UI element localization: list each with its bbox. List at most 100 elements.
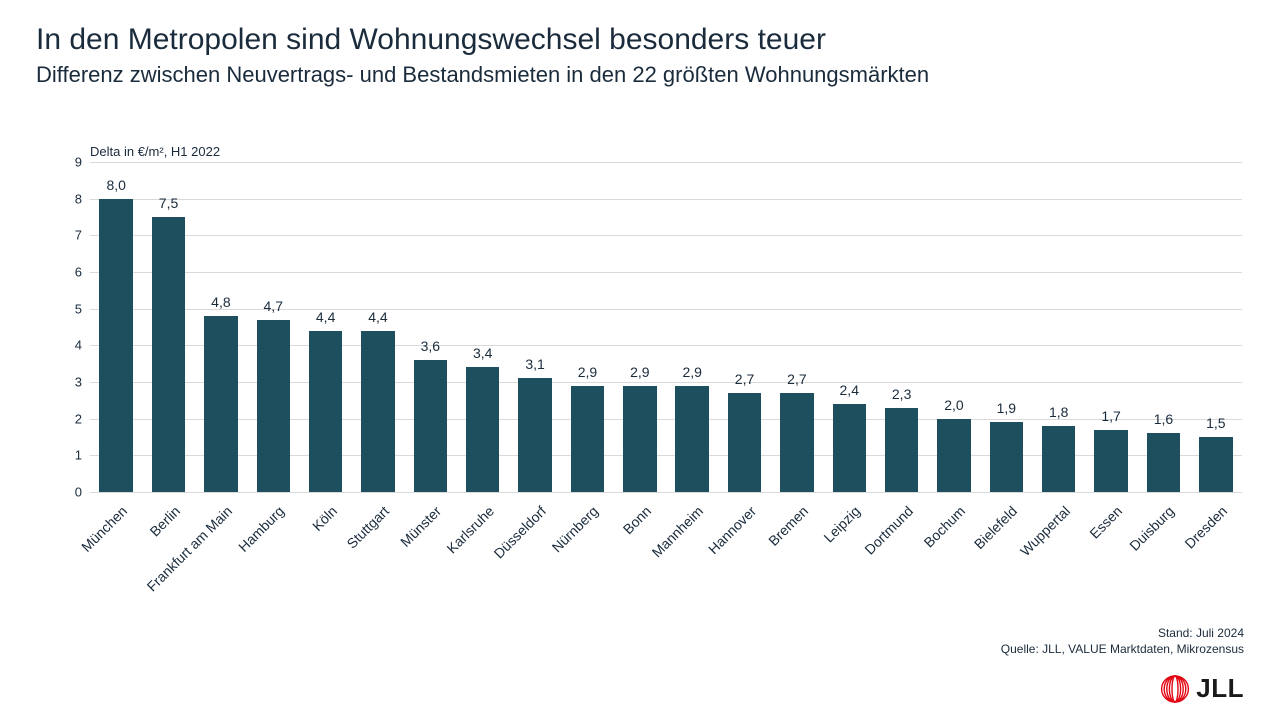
y-axis-title: Delta in €/m², H1 2022 <box>90 144 220 159</box>
bar-value-label: 8,0 <box>106 177 125 193</box>
bar-value-label: 1,5 <box>1206 415 1225 431</box>
x-tick-label: Münster <box>397 503 444 550</box>
bar: 2,4 <box>833 404 867 492</box>
y-tick-label: 1 <box>75 448 82 463</box>
footer-source: Quelle: JLL, VALUE Marktdaten, Mikrozens… <box>1001 642 1244 656</box>
logo-text: JLL <box>1196 673 1244 704</box>
page: In den Metropolen sind Wohnungswechsel b… <box>0 0 1280 720</box>
brand-logo: JLL <box>1160 673 1244 704</box>
y-tick-label: 2 <box>75 411 82 426</box>
bar-value-label: 2,7 <box>787 371 806 387</box>
bar-value-label: 1,8 <box>1049 404 1068 420</box>
bar: 4,4 <box>361 331 395 492</box>
bar: 3,4 <box>466 367 500 492</box>
bar-value-label: 1,9 <box>997 400 1016 416</box>
bar-slot: 1,8Wuppertal <box>1033 162 1085 492</box>
bar: 1,5 <box>1199 437 1233 492</box>
chart-subtitle: Differenz zwischen Neuvertrags- und Best… <box>36 62 1244 88</box>
bar: 1,6 <box>1147 433 1181 492</box>
y-tick-label: 3 <box>75 375 82 390</box>
x-tick-label: Bremen <box>765 503 811 549</box>
bar: 2,9 <box>675 386 709 492</box>
bar-slot: 2,9Bonn <box>614 162 666 492</box>
bar-value-label: 2,9 <box>578 364 597 380</box>
x-tick-label: Hamburg <box>235 503 287 555</box>
x-tick-label: Leipzig <box>821 503 864 546</box>
bar: 2,9 <box>623 386 657 492</box>
bar: 8,0 <box>99 199 133 492</box>
bar-slot: 1,9Bielefeld <box>980 162 1032 492</box>
y-tick-label: 0 <box>75 485 82 500</box>
bar: 1,9 <box>990 422 1024 492</box>
y-tick-label: 9 <box>75 155 82 170</box>
x-tick-label: Mannheim <box>649 503 707 561</box>
bar-value-label: 2,4 <box>840 382 859 398</box>
bar-value-label: 3,6 <box>421 338 440 354</box>
bar-slot: 3,4Karlsruhe <box>457 162 509 492</box>
bar-value-label: 3,1 <box>525 356 544 372</box>
bar-value-label: 3,4 <box>473 345 492 361</box>
bar: 2,9 <box>571 386 605 492</box>
bar-value-label: 1,6 <box>1154 411 1173 427</box>
bar-value-label: 4,4 <box>316 309 335 325</box>
x-tick-label: Hannover <box>704 503 758 557</box>
x-tick-label: Wuppertal <box>1017 503 1073 559</box>
bar-value-label: 7,5 <box>159 195 178 211</box>
x-tick-label: Essen <box>1086 503 1125 542</box>
bar-value-label: 2,9 <box>682 364 701 380</box>
bar-slot: 1,6Duisburg <box>1137 162 1189 492</box>
bar-slot: 1,5Dresden <box>1190 162 1242 492</box>
x-tick-label: Bielefeld <box>971 503 1020 552</box>
y-tick-label: 6 <box>75 265 82 280</box>
x-tick-label: Dortmund <box>861 503 916 558</box>
bar-value-label: 4,8 <box>211 294 230 310</box>
x-tick-label: Nürnberg <box>549 503 602 556</box>
bar: 2,7 <box>780 393 814 492</box>
bar-slot: 1,7Essen <box>1085 162 1137 492</box>
x-tick-label: Duisburg <box>1127 503 1178 554</box>
bar-slot: 2,0Bochum <box>928 162 980 492</box>
bar: 2,3 <box>885 408 919 492</box>
bar-slot: 8,0München <box>90 162 142 492</box>
y-tick-label: 8 <box>75 191 82 206</box>
bar-chart: 01234567898,0München7,5Berlin4,8Frankfur… <box>62 162 1242 492</box>
bar: 1,8 <box>1042 426 1076 492</box>
bar-value-label: 4,7 <box>264 298 283 314</box>
bar-slot: 2,7Hannover <box>718 162 770 492</box>
footer-date: Stand: Juli 2024 <box>1158 626 1244 640</box>
bar-slot: 2,4Leipzig <box>823 162 875 492</box>
bar: 2,0 <box>937 419 971 492</box>
bar-slot: 2,3Dortmund <box>875 162 927 492</box>
x-tick-label: Düsseldorf <box>491 503 550 562</box>
jll-icon <box>1160 674 1190 704</box>
bar-slot: 4,8Frankfurt am Main <box>195 162 247 492</box>
bar-slot: 2,7Bremen <box>771 162 823 492</box>
y-tick-label: 4 <box>75 338 82 353</box>
bar-value-label: 2,3 <box>892 386 911 402</box>
bar-slot: 3,6Münster <box>404 162 456 492</box>
bar-slot: 2,9Mannheim <box>666 162 718 492</box>
chart-title: In den Metropolen sind Wohnungswechsel b… <box>36 22 1244 58</box>
bar-slot: 4,4Stuttgart <box>352 162 404 492</box>
x-tick-label: Stuttgart <box>343 503 392 552</box>
bar: 3,1 <box>518 378 552 492</box>
x-tick-label: Berlin <box>146 503 183 540</box>
bar-slot: 4,4Köln <box>299 162 351 492</box>
bar: 4,4 <box>309 331 343 492</box>
bar-value-label: 2,0 <box>944 397 963 413</box>
bar-value-label: 1,7 <box>1101 408 1120 424</box>
x-tick-label: Karlsruhe <box>443 503 497 557</box>
x-tick-label: Köln <box>309 503 340 534</box>
plot-area: 01234567898,0München7,5Berlin4,8Frankfur… <box>90 162 1242 492</box>
bar: 4,7 <box>257 320 291 492</box>
x-tick-label: Bochum <box>920 503 968 551</box>
bar: 4,8 <box>204 316 238 492</box>
bar: 3,6 <box>414 360 448 492</box>
bar-slot: 4,7Hamburg <box>247 162 299 492</box>
x-tick-label: München <box>78 503 130 555</box>
y-tick-label: 7 <box>75 228 82 243</box>
bar-slot: 3,1Düsseldorf <box>509 162 561 492</box>
bar-value-label: 2,9 <box>630 364 649 380</box>
bar-slot: 7,5Berlin <box>142 162 194 492</box>
bar: 1,7 <box>1094 430 1128 492</box>
